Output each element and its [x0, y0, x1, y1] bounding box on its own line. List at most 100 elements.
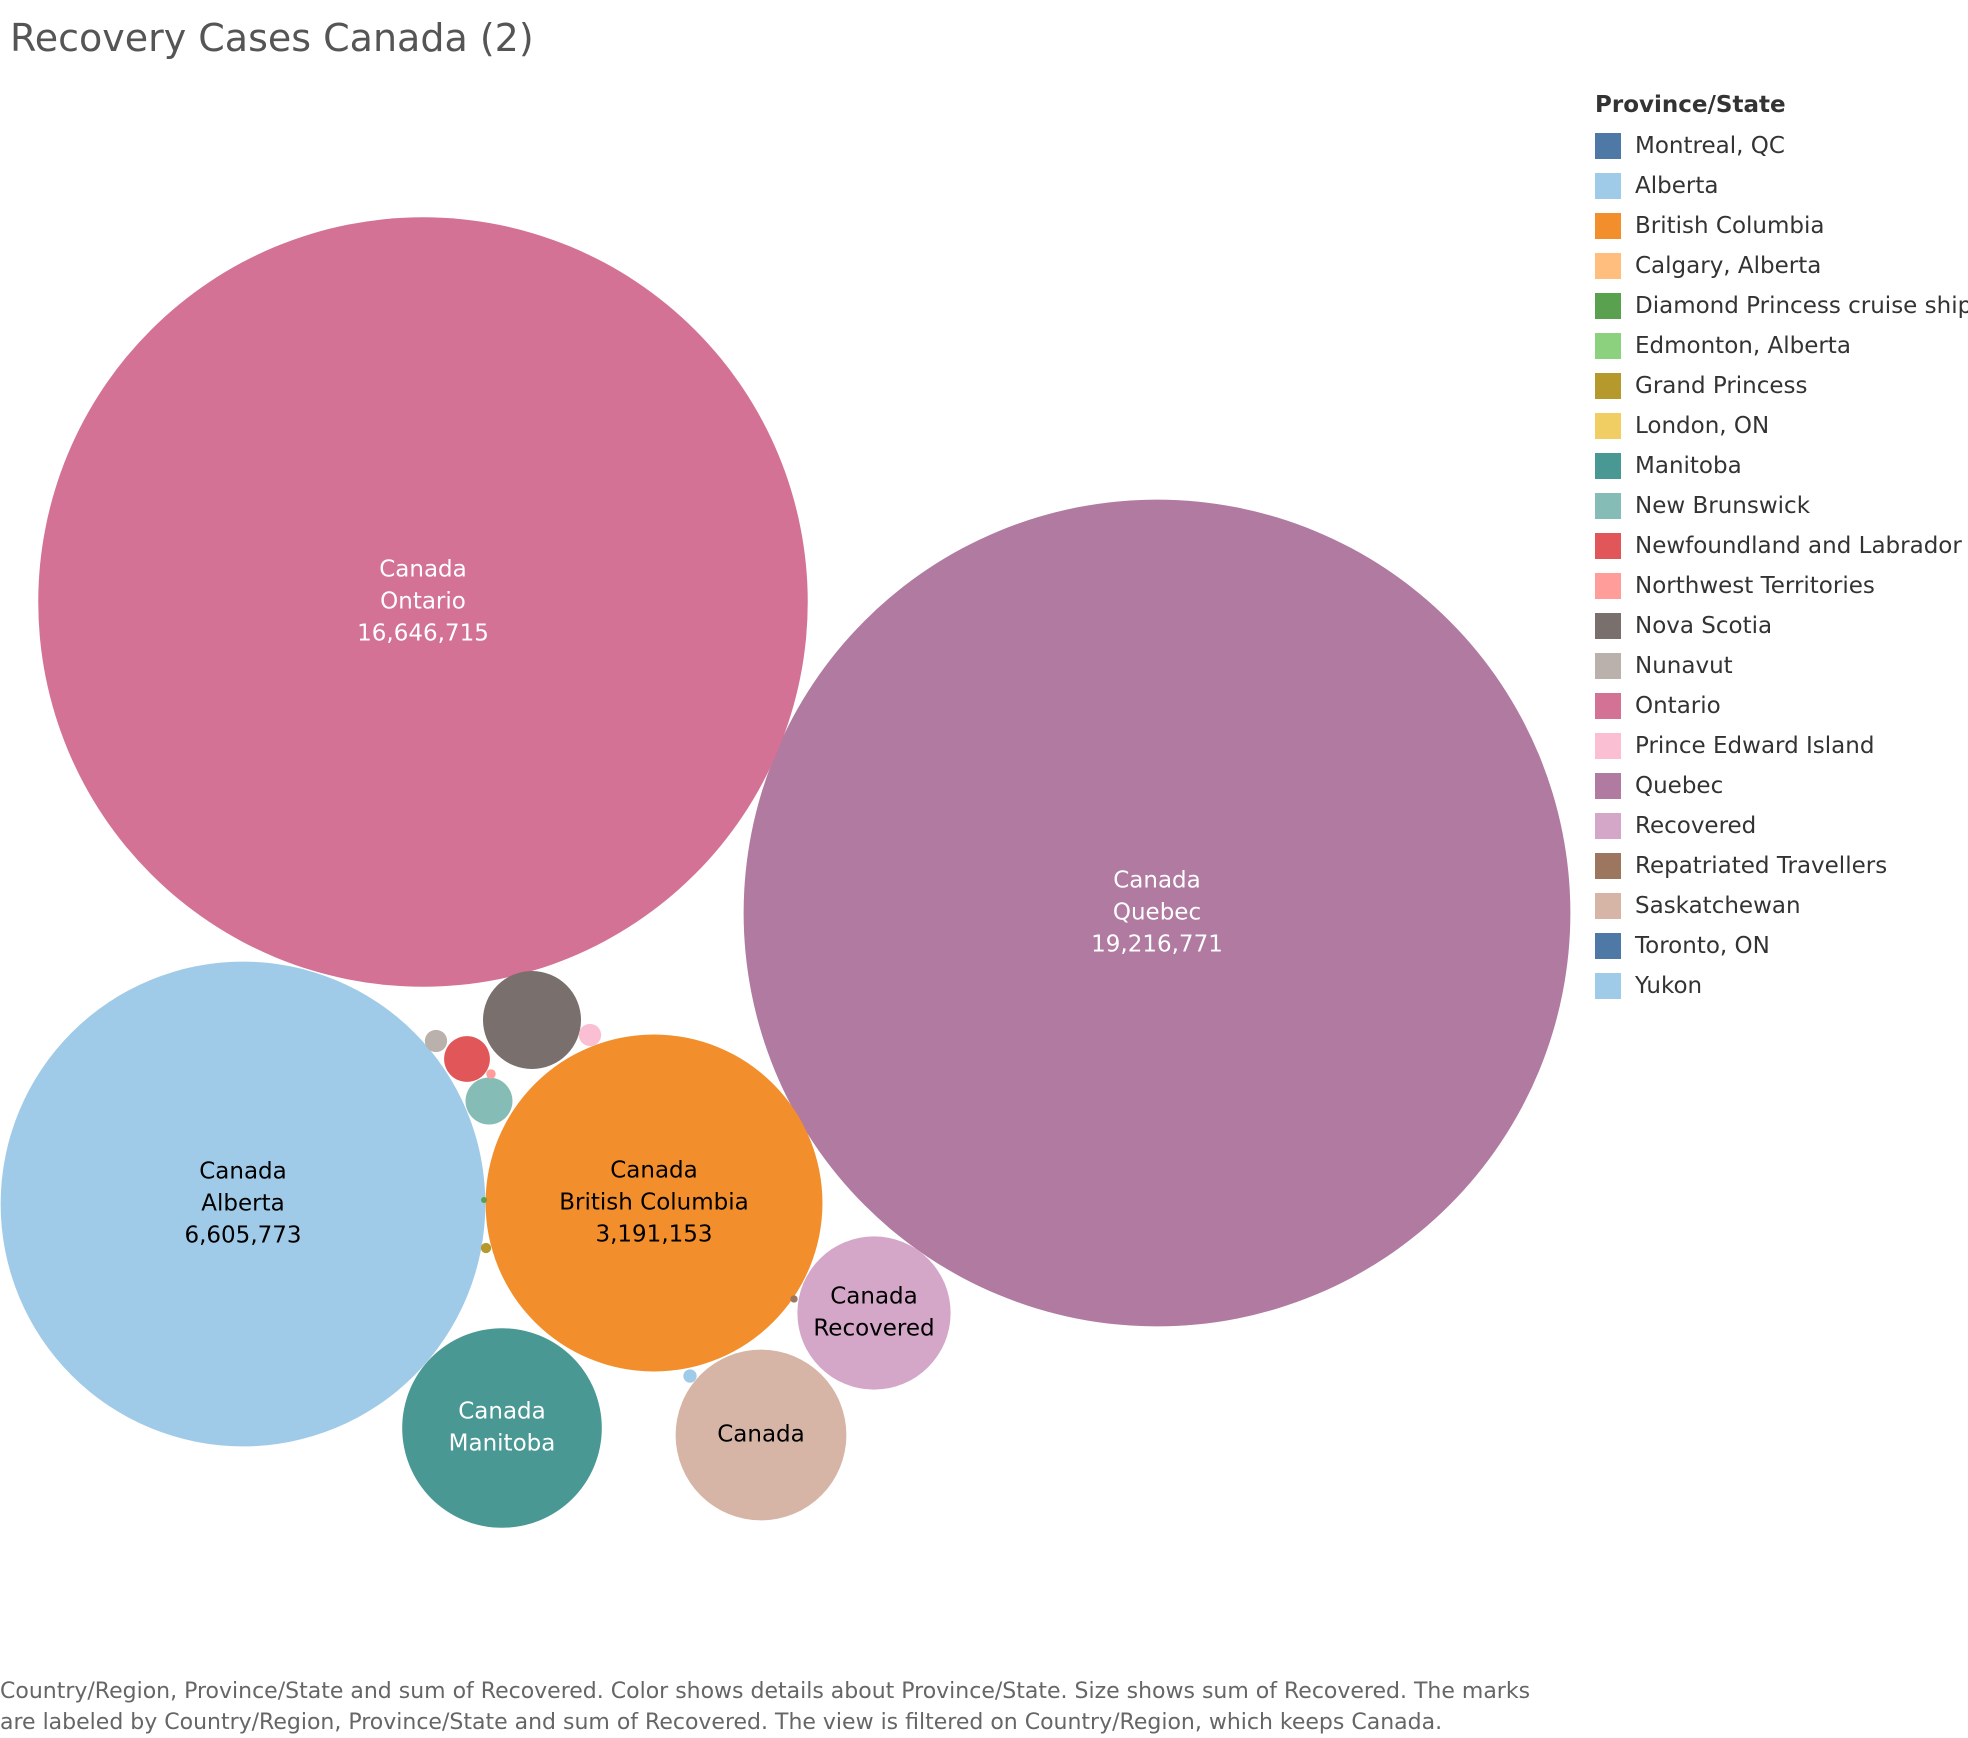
legend-item[interactable]: British Columbia [1595, 206, 1965, 246]
legend-swatch [1595, 213, 1621, 239]
bubble-label: 3,191,153 [595, 1222, 712, 1248]
legend-item[interactable]: New Brunswick [1595, 486, 1965, 526]
bubble-newfoundland-and-labrador[interactable] [444, 1036, 490, 1082]
bubble-label: Alberta [201, 1191, 284, 1217]
bubble-alberta[interactable] [0, 961, 486, 1447]
legend-swatch [1595, 773, 1621, 799]
bubble-label: Canada [1113, 868, 1201, 894]
bubble-diamond-princess-cruise-ship[interactable] [481, 1197, 487, 1203]
legend-item[interactable]: Yukon [1595, 966, 1965, 1006]
legend-item[interactable]: Recovered [1595, 806, 1965, 846]
legend-label: Diamond Princess cruise ship [1635, 293, 1968, 319]
legend-swatch [1595, 613, 1621, 639]
legend-swatch [1595, 533, 1621, 559]
legend-item[interactable]: Edmonton, Alberta [1595, 326, 1965, 366]
legend-items: Montreal, QC Alberta British Columbia Calga… [1595, 126, 1968, 1006]
legend-label: Manitoba [1635, 453, 1742, 479]
legend-label: Nova Scotia [1635, 613, 1773, 639]
legend-item[interactable]: Manitoba [1595, 446, 1965, 486]
legend-swatch [1595, 333, 1621, 359]
bubble-label: 6,605,773 [184, 1223, 301, 1249]
legend-label: Alberta [1635, 173, 1719, 199]
bubble-chart: Canada Quebec 19,216,771 Canada Ontario 16,64… [0, 217, 1571, 1528]
legend-label: Quebec [1635, 773, 1724, 799]
bubble-yukon[interactable] [683, 1369, 697, 1383]
legend-swatch [1595, 293, 1621, 319]
bubble-new-brunswick[interactable] [465, 1077, 513, 1125]
bubble-grand-princess[interactable] [480, 1242, 492, 1254]
legend-label: Recovered [1635, 813, 1757, 839]
bubble-label: Quebec [1113, 900, 1201, 926]
legend-swatch [1595, 173, 1621, 199]
bubble-northwest-territories[interactable] [486, 1069, 496, 1079]
bubble-saskatchewan[interactable] [675, 1349, 847, 1521]
legend-swatch [1595, 813, 1621, 839]
legend-item[interactable]: Ontario [1595, 686, 1965, 726]
legend-item[interactable]: Montreal, QC [1595, 126, 1965, 166]
legend-label: Prince Edward Island [1635, 733, 1875, 759]
bubble-manitoba[interactable] [402, 1328, 602, 1528]
legend-item[interactable]: Calgary, Alberta [1595, 246, 1965, 286]
bubble-ontario[interactable] [38, 217, 808, 987]
legend-label: Saskatchewan [1635, 893, 1801, 919]
legend-item[interactable]: Northwest Territories [1595, 566, 1965, 606]
bubble-label: Manitoba [449, 1431, 556, 1457]
legend-label: New Brunswick [1635, 493, 1811, 519]
bubble-label: Canada [379, 557, 467, 583]
legend-swatch [1595, 493, 1621, 519]
bubble-label: 19,216,771 [1091, 932, 1223, 958]
chart-caption: Country/Region, Province/State and sum o… [0, 1679, 1531, 1735]
legend-swatch [1595, 573, 1621, 599]
legend-label: Toronto, ON [1635, 933, 1770, 959]
bubble-label: 16,646,715 [357, 621, 489, 647]
bubble-prince-edward-island[interactable] [578, 1023, 602, 1047]
legend-item[interactable]: Prince Edward Island [1595, 726, 1965, 766]
bubble-label: Canada [610, 1158, 698, 1184]
legend-item[interactable]: Grand Princess [1595, 366, 1965, 406]
legend-item[interactable]: Alberta [1595, 166, 1965, 206]
legend-item[interactable]: Newfoundland and Labrador [1595, 526, 1965, 566]
bubble-nunavut[interactable] [424, 1029, 448, 1053]
legend-label: Montreal, QC [1635, 133, 1785, 159]
legend-label: Edmonton, Alberta [1635, 333, 1851, 359]
bubble-label: Canada [199, 1159, 287, 1185]
legend: Province/State Montreal, QC Alberta Britis… [1595, 92, 1968, 1006]
legend-title: Province/State [1595, 92, 1786, 118]
bubble-quebec[interactable] [743, 499, 1571, 1327]
legend-swatch [1595, 413, 1621, 439]
legend-swatch [1595, 893, 1621, 919]
legend-swatch [1595, 453, 1621, 479]
bubble-label: Recovered [813, 1316, 934, 1342]
legend-swatch [1595, 653, 1621, 679]
legend-swatch [1595, 973, 1621, 999]
legend-item[interactable]: Diamond Princess cruise ship [1595, 286, 1968, 326]
bubble-british-columbia[interactable] [485, 1034, 823, 1372]
bubble-repatriated-travellers[interactable] [790, 1295, 798, 1303]
bubble-label: Canada [717, 1422, 805, 1448]
legend-item[interactable]: Nova Scotia [1595, 606, 1965, 646]
chart-title: Recovery Cases Canada (2) [10, 16, 534, 60]
bubble-label: British Columbia [559, 1190, 749, 1216]
legend-item[interactable]: Repatriated Travellers [1595, 846, 1965, 886]
legend-item[interactable]: Toronto, ON [1595, 926, 1965, 966]
legend-item[interactable]: Saskatchewan [1595, 886, 1965, 926]
legend-swatch [1595, 253, 1621, 279]
legend-swatch [1595, 133, 1621, 159]
bubble-nova-scotia[interactable] [483, 971, 581, 1069]
legend-item[interactable]: London, ON [1595, 406, 1965, 446]
legend-item[interactable]: Quebec [1595, 766, 1965, 806]
legend-label: Yukon [1635, 973, 1703, 999]
bubble-recovered[interactable] [797, 1236, 951, 1390]
legend-swatch [1595, 693, 1621, 719]
bubble-label: Ontario [380, 589, 466, 615]
legend-swatch [1595, 373, 1621, 399]
bubble-label: Canada [458, 1399, 546, 1425]
legend-item[interactable]: Nunavut [1595, 646, 1965, 686]
legend-swatch [1595, 853, 1621, 879]
legend-label: British Columbia [1635, 213, 1825, 239]
legend-label: Ontario [1635, 693, 1721, 719]
legend-swatch [1595, 733, 1621, 759]
legend-label: Newfoundland and Labrador [1635, 533, 1962, 559]
legend-label: Calgary, Alberta [1635, 253, 1822, 279]
legend-label: Northwest Territories [1635, 573, 1875, 599]
